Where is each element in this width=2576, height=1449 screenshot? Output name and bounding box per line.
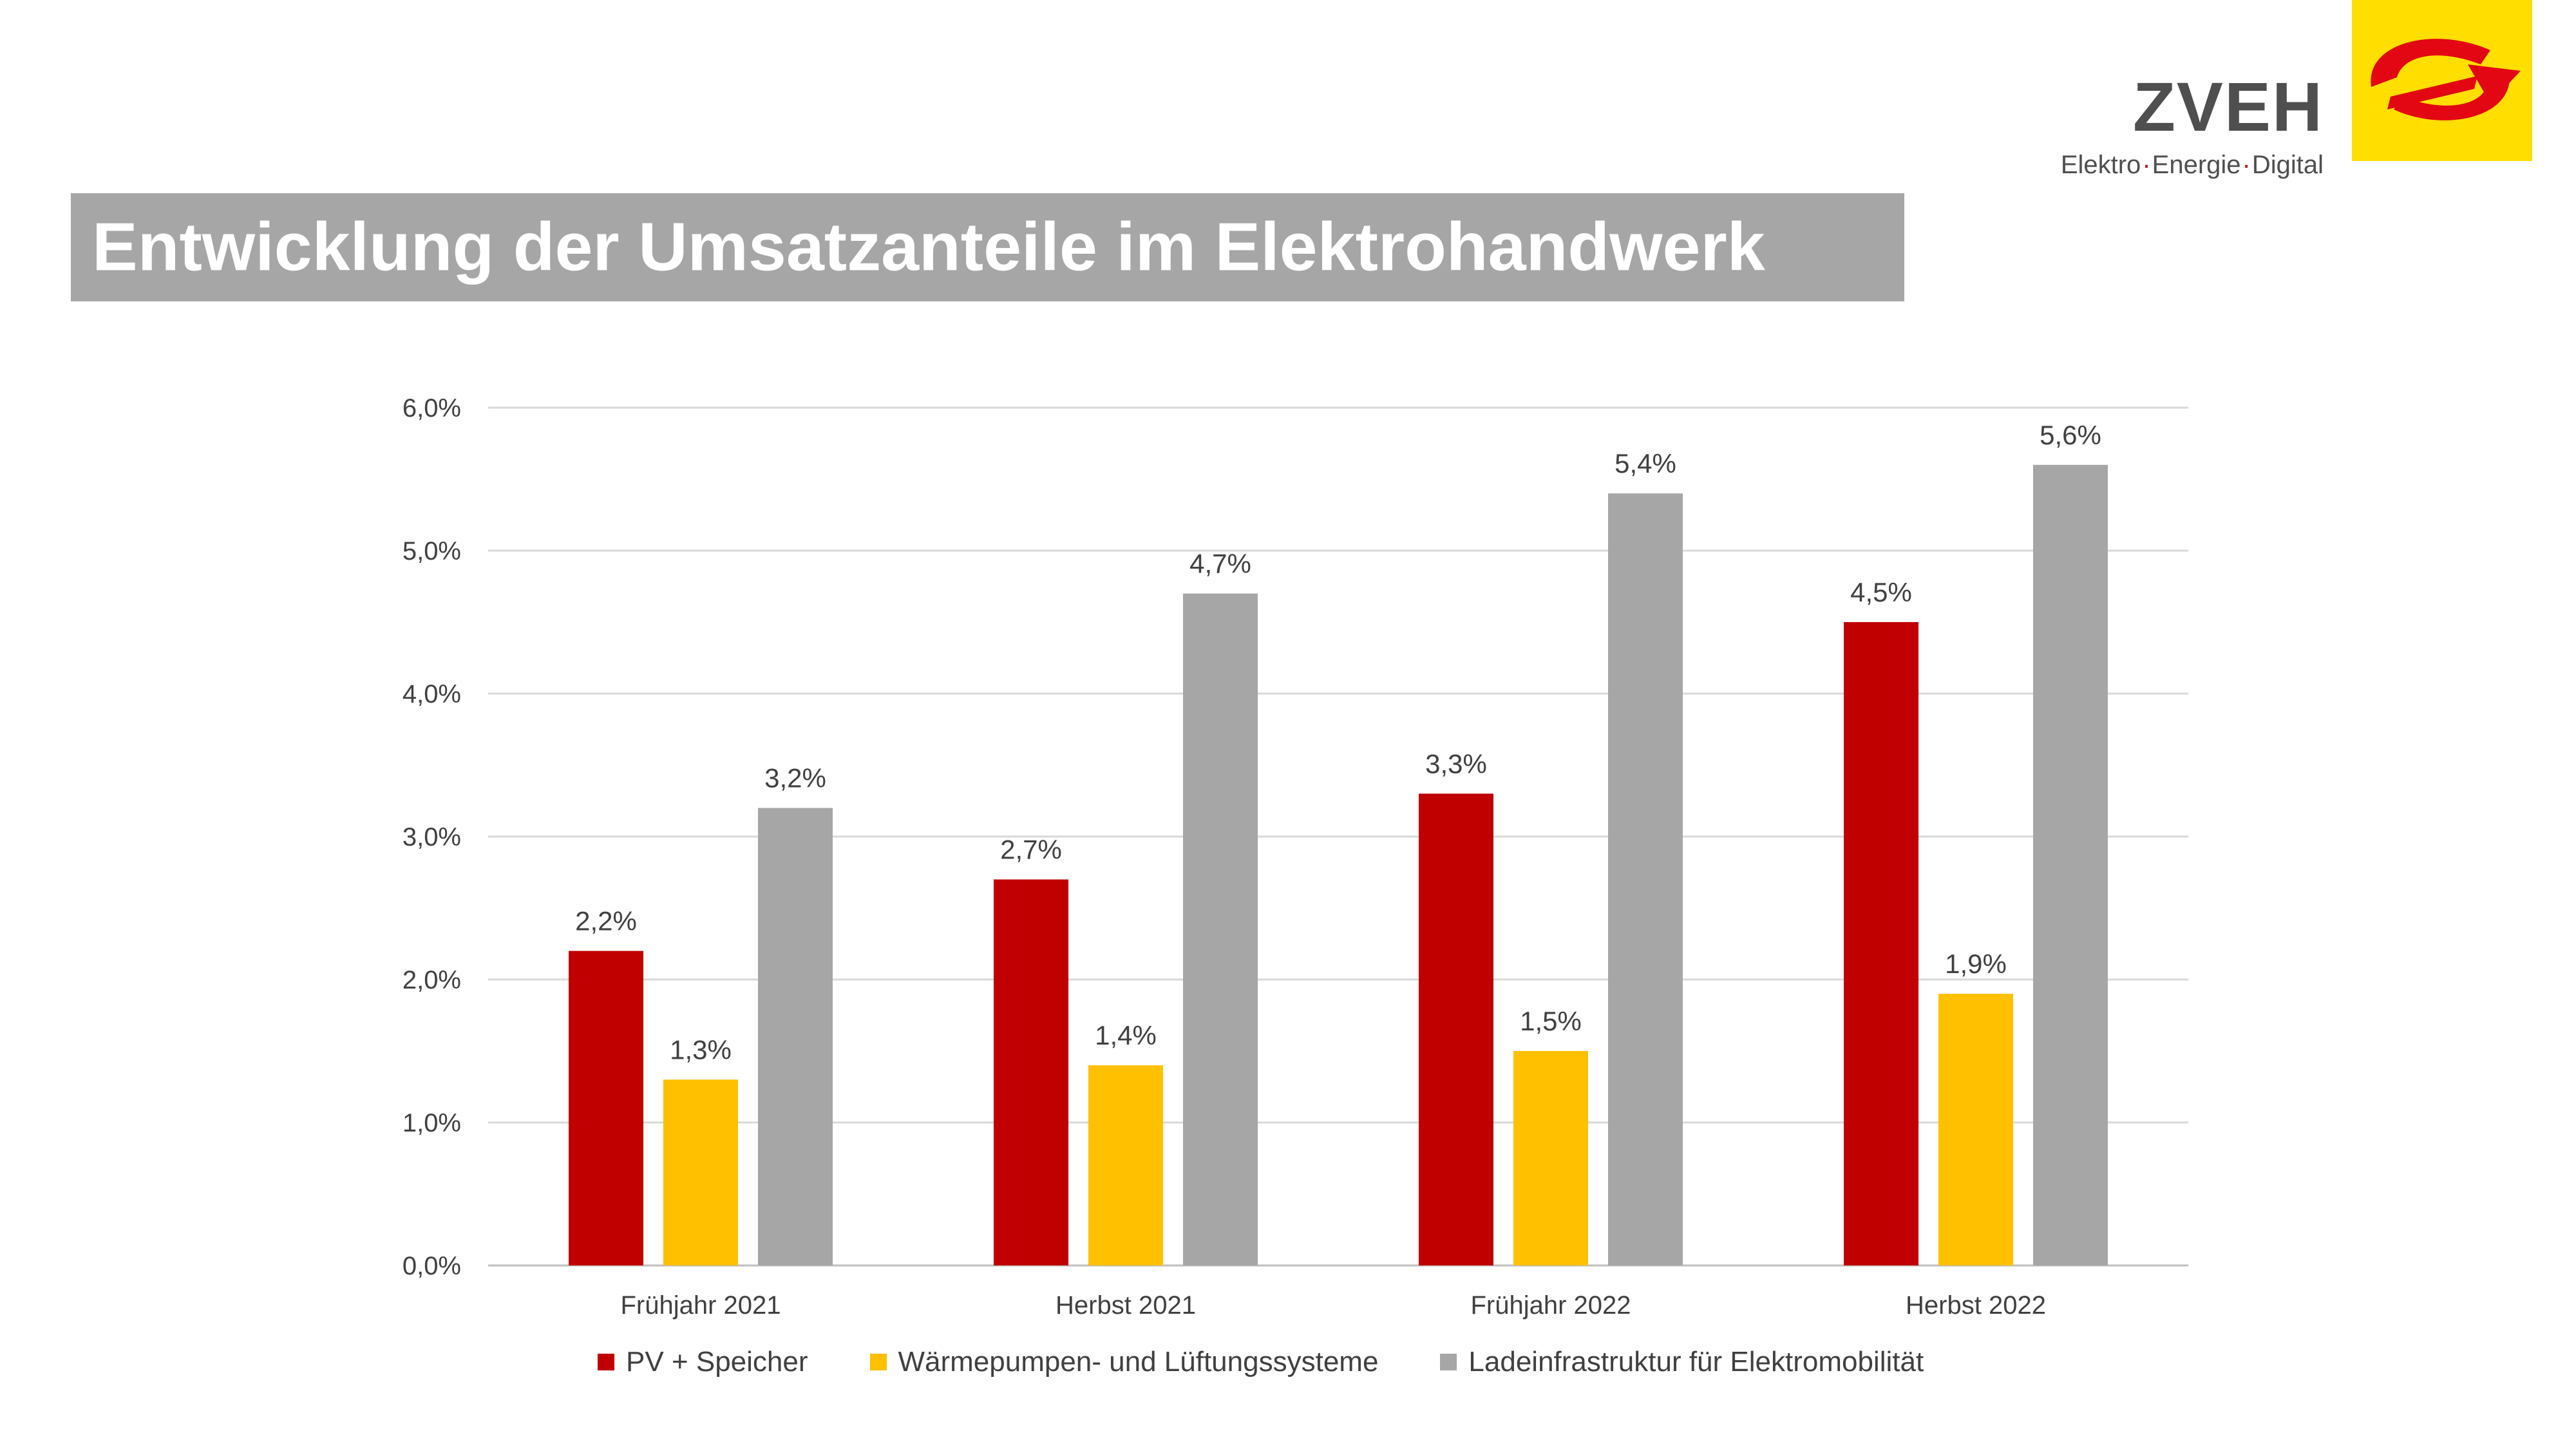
brand-name: ZVEH	[2132, 68, 2324, 146]
data-label: 2,7%	[1000, 835, 1062, 865]
brand: ZVEH Elektro·Energie·Digital	[2061, 72, 2324, 180]
data-label: 4,5%	[1850, 577, 1912, 607]
bar	[1844, 622, 1918, 1265]
x-tick-label: Frühjahr 2021	[620, 1291, 781, 1320]
y-tick-label: 1,0%	[402, 1109, 461, 1137]
tagline-part-2: Energie	[2152, 151, 2241, 179]
legend-swatch-charging	[1440, 1354, 1457, 1370]
data-label: 4,7%	[1189, 549, 1251, 579]
bar	[569, 951, 643, 1265]
y-tick-label: 4,0%	[402, 680, 461, 708]
tagline-part-3: Digital	[2251, 151, 2324, 179]
y-tick-label: 6,0%	[402, 394, 461, 422]
title-bar: Entwicklung der Umsatzanteile im Elektro…	[71, 193, 1904, 301]
brand-tagline: Elektro·Energie·Digital	[2060, 151, 2324, 179]
bar	[994, 879, 1068, 1265]
legend-swatch-pv	[598, 1354, 614, 1370]
bar	[758, 808, 833, 1265]
x-tick-label: Herbst 2022	[1906, 1291, 2046, 1320]
data-label: 5,4%	[1615, 448, 1676, 478]
tagline-part-1: Elektro	[2060, 151, 2141, 179]
data-label: 1,5%	[1520, 1006, 1582, 1036]
bar	[663, 1079, 738, 1265]
legend-item-charging: Ladeinfrastruktur für Elektromobilität	[1440, 1346, 1924, 1378]
y-tick-label: 0,0%	[402, 1252, 461, 1280]
legend-label-charging: Ladeinfrastruktur für Elektromobilität	[1468, 1346, 1924, 1378]
x-tick-label: Herbst 2021	[1056, 1291, 1196, 1320]
bar	[1608, 493, 1683, 1266]
legend-item-pv: PV + Speicher	[598, 1346, 808, 1378]
bar	[2033, 464, 2108, 1265]
bar	[1183, 593, 1258, 1265]
legend-label-pv: PV + Speicher	[626, 1346, 808, 1378]
y-tick-label: 2,0%	[402, 966, 461, 994]
data-label: 1,9%	[1945, 949, 2007, 979]
data-label: 1,3%	[670, 1034, 732, 1065]
bar	[1938, 994, 2013, 1265]
data-label: 3,2%	[764, 763, 826, 793]
page-title: Entwicklung der Umsatzanteile im Elektro…	[92, 209, 1765, 285]
y-tick-label: 5,0%	[402, 537, 461, 565]
chart-legend: PV + Speicher Wärmepumpen- und Lüftungss…	[598, 1346, 1985, 1378]
y-tick-label: 3,0%	[402, 823, 461, 851]
data-label: 2,2%	[575, 906, 637, 936]
data-label: 3,3%	[1425, 748, 1487, 779]
legend-label-heatpump: Wärmepumpen- und Lüftungssysteme	[898, 1346, 1379, 1378]
data-label: 1,4%	[1095, 1020, 1157, 1050]
bar	[1513, 1051, 1588, 1265]
legend-swatch-heatpump	[869, 1354, 887, 1370]
legend-item-heatpump: Wärmepumpen- und Lüftungssysteme	[869, 1346, 1379, 1378]
bar	[1419, 793, 1493, 1265]
data-label: 5,6%	[2040, 420, 2101, 450]
zveh-logo-icon	[2352, 0, 2532, 161]
x-tick-label: Frühjahr 2022	[1470, 1291, 1631, 1320]
bar	[1088, 1065, 1163, 1265]
